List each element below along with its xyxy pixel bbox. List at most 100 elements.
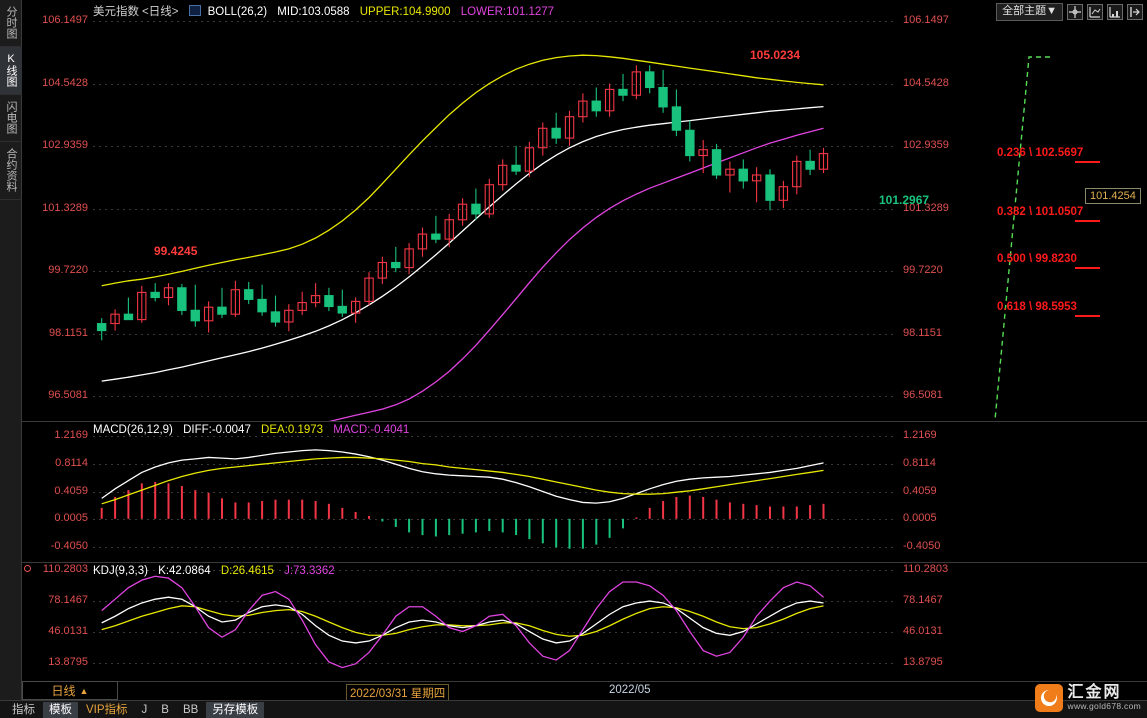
kdj-plot-area[interactable] bbox=[93, 563, 895, 680]
axis-label-left: 110.2803 bbox=[42, 563, 88, 576]
template-button[interactable]: 模板 bbox=[43, 701, 78, 718]
gridline bbox=[93, 333, 895, 335]
zoom-fit-icon[interactable] bbox=[1087, 3, 1103, 20]
price-chart-header: 美元指数 <日线> BOLL(26,2) MID:103.0588 UPPER:1… bbox=[93, 3, 561, 19]
sidebar-item-timeshare[interactable]: 分时图 bbox=[0, 0, 22, 47]
date-label-right: 2022/05 bbox=[609, 684, 651, 696]
axis-label-right: 1.2169 bbox=[903, 428, 937, 441]
macd-panel[interactable]: MACD(26,12,9) DIFF:-0.0047 DEA:0.1973 MA… bbox=[22, 421, 1147, 561]
watermark-title: 汇金网 bbox=[1067, 684, 1122, 702]
split-view-icon[interactable] bbox=[1107, 3, 1123, 20]
axis-label-left: 78.1467 bbox=[48, 594, 88, 607]
axis-label-left: 46.0131 bbox=[48, 625, 88, 638]
sidebar-item-label: K线图 bbox=[5, 53, 17, 87]
fib-level-marker bbox=[1075, 315, 1100, 318]
gridline bbox=[93, 21, 895, 23]
gridline bbox=[93, 83, 895, 85]
candlestick-svg bbox=[96, 54, 829, 478]
fib-level-label: 0.500 \ 99.8230 bbox=[997, 253, 1077, 266]
expand-right-icon[interactable] bbox=[1127, 3, 1143, 20]
macd-diff-value: DIFF:-0.0047 bbox=[183, 424, 251, 436]
gridline bbox=[93, 547, 895, 549]
fib-level-marker bbox=[1075, 219, 1100, 222]
crosshair-icon[interactable] bbox=[1067, 3, 1083, 20]
brand-logo-icon bbox=[1034, 684, 1063, 712]
gridline bbox=[93, 632, 895, 634]
save-template-button[interactable]: 另存模板 bbox=[206, 701, 265, 718]
period-label: <日线> bbox=[142, 6, 179, 18]
gridline bbox=[93, 146, 895, 148]
axis-label-left: 101.3289 bbox=[42, 201, 88, 214]
kdj-d-value: D:26.4615 bbox=[220, 565, 274, 577]
macd-plot-area[interactable] bbox=[93, 422, 895, 561]
indicator-icon bbox=[188, 5, 201, 16]
macd-macd-value: MACD:-0.4041 bbox=[333, 424, 410, 436]
sidebar-item-kline[interactable]: K线图 bbox=[0, 47, 22, 95]
indicator-button[interactable]: 指标 bbox=[12, 703, 35, 716]
axis-label-left: 102.9359 bbox=[42, 139, 88, 152]
axis-label-left: 0.4059 bbox=[54, 484, 88, 497]
axis-label-right: 104.5428 bbox=[903, 76, 949, 89]
macd-dea-value: DEA:0.1973 bbox=[261, 424, 324, 436]
j-button[interactable]: J bbox=[141, 703, 148, 716]
gridline bbox=[93, 435, 895, 437]
axis-label-left: 99.7220 bbox=[48, 264, 88, 277]
theme-label: 全部主题 bbox=[1002, 4, 1047, 17]
axis-label-right: 110.2803 bbox=[903, 563, 949, 576]
recent-low-annotation: 101.2967 bbox=[879, 193, 930, 207]
sidebar-item-lightning[interactable]: 闪电图 bbox=[0, 95, 22, 142]
axis-label-right: 96.5081 bbox=[903, 389, 943, 402]
axis-label-left: -0.4050 bbox=[50, 540, 88, 553]
bb-button[interactable]: BB bbox=[182, 703, 199, 716]
top-toolbar: 全部主题▼ bbox=[996, 2, 1143, 21]
axis-label-right: 101.3289 bbox=[903, 201, 949, 214]
axis-label-right: 99.7220 bbox=[903, 264, 943, 277]
kdj-j-value: J:73.3362 bbox=[284, 565, 335, 577]
kdj-svg bbox=[101, 575, 824, 669]
boll-upper-value: UPPER:104.9900 bbox=[359, 6, 451, 18]
gridline bbox=[93, 463, 895, 465]
kdj-header: KDJ(9,3,3) K:42.0864 D:26.4615 J:73.3362 bbox=[93, 565, 342, 577]
b-button[interactable]: B bbox=[161, 703, 169, 716]
boll-lower-value: LOWER:101.1277 bbox=[460, 6, 555, 18]
axis-label-right: 0.4059 bbox=[903, 484, 937, 497]
sidebar-item-label: 闪电图 bbox=[5, 101, 17, 134]
gridline bbox=[93, 271, 895, 273]
symbol-name: 美元指数 bbox=[93, 6, 139, 18]
left-sidebar: 分时图 K线图 闪电图 合约资料 bbox=[0, 0, 22, 700]
gridline bbox=[93, 601, 895, 603]
sidebar-item-contract-info[interactable]: 合约资料 bbox=[0, 142, 22, 200]
timeframe-selector[interactable]: 日线 ▲ bbox=[22, 681, 118, 700]
gridline bbox=[93, 491, 895, 493]
theme-selector-button[interactable]: 全部主题▼ bbox=[996, 2, 1063, 21]
fib-level-marker bbox=[1075, 160, 1100, 163]
axis-label-left: 13.8795 bbox=[48, 655, 88, 668]
bottom-toolbar: 指标 模板 VIP指标 J B BB 另存模板 bbox=[0, 700, 1147, 718]
kdj-panel[interactable]: KDJ(9,3,3) K:42.0864 D:26.4615 J:73.3362… bbox=[22, 562, 1147, 680]
gridline bbox=[93, 570, 895, 572]
axis-label-right: 98.1151 bbox=[903, 326, 942, 339]
date-axis: 2022/03/31 星期四 2022/05 bbox=[22, 681, 1147, 702]
axis-label-left: 96.5081 bbox=[48, 389, 88, 402]
watermark-url: www.gold678.com bbox=[1067, 700, 1141, 711]
fib-level-label: 0.382 \ 101.0507 bbox=[997, 205, 1084, 218]
macd-svg bbox=[100, 449, 825, 549]
indicator-name: BOLL(26,2) bbox=[207, 6, 268, 18]
vip-indicator-button[interactable]: VIP指标 bbox=[86, 703, 128, 716]
chevron-down-icon: ▼ bbox=[1046, 4, 1057, 17]
macd-indicator-name: MACD(26,12,9) bbox=[93, 424, 173, 436]
gridline bbox=[93, 396, 895, 398]
price-plot-area[interactable] bbox=[93, 0, 895, 478]
price-chart-panel[interactable]: 美元指数 <日线> BOLL(26,2) MID:103.0588 UPPER:1… bbox=[22, 0, 1147, 478]
axis-label-right: 102.9359 bbox=[903, 139, 949, 152]
fib-level-marker bbox=[1075, 267, 1100, 270]
axis-label-left: 0.8114 bbox=[55, 456, 88, 469]
kdj-k-value: K:42.0864 bbox=[158, 565, 211, 577]
axis-label-right: 78.1467 bbox=[903, 594, 943, 607]
axis-label-left: 0.0005 bbox=[54, 512, 88, 525]
swing-high-annotation: 105.0234 bbox=[750, 48, 801, 62]
axis-label-left: 106.1497 bbox=[42, 14, 88, 27]
sidebar-item-label: 分时图 bbox=[5, 6, 17, 39]
boll-mid-value: MID:103.0588 bbox=[277, 6, 350, 18]
